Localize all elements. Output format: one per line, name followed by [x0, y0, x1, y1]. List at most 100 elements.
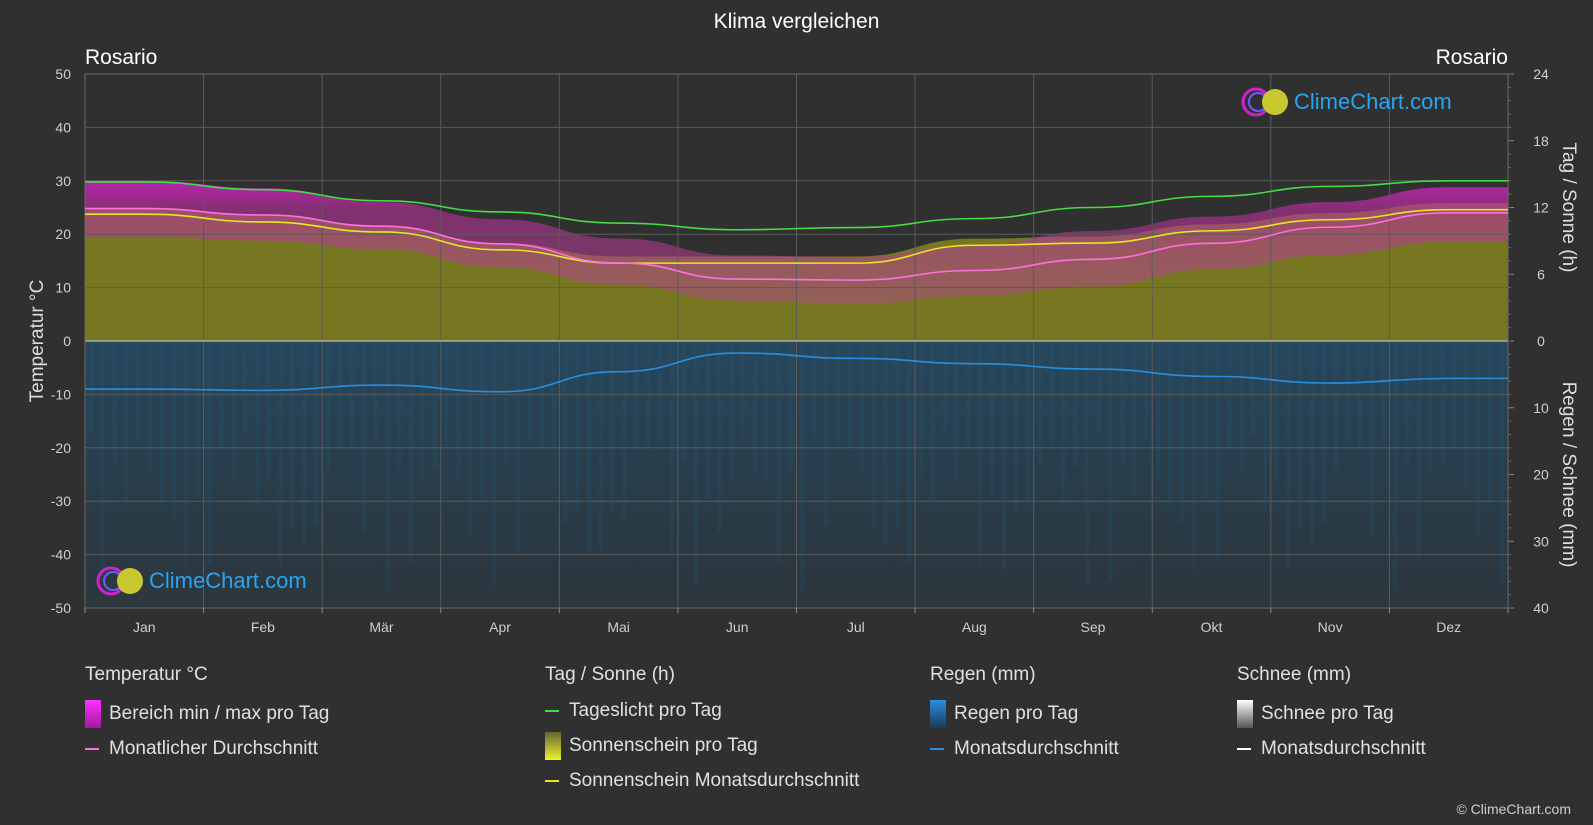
rain-day-bar	[1476, 341, 1481, 537]
rain-day-bar	[622, 341, 627, 519]
rain-day-bar	[693, 341, 698, 588]
daylight-line	[85, 180, 1508, 231]
climate-chart: 50 40 30 20 10 0 -10 -20 -30 -40 -50 24 18 12 6 0 10 20 30…	[27, 66, 1579, 635]
rain-day-bar	[124, 341, 129, 501]
rain-day-bar	[183, 341, 188, 570]
rain-day-bar	[1156, 341, 1161, 475]
rain-day-bar	[1405, 341, 1410, 467]
rain-day-bar	[1096, 341, 1101, 437]
rain-day-bar	[1227, 341, 1232, 450]
rain-day-bar	[515, 341, 520, 552]
legend-label: Monatlicher Durchschnitt	[109, 738, 319, 759]
x-tick-label: Feb	[251, 619, 275, 635]
y-axis-title: Temperatur °C	[27, 280, 48, 403]
rain-day-bar	[1168, 341, 1173, 505]
y-tick-label: 30	[55, 173, 71, 189]
rain-day-bar	[1334, 341, 1339, 470]
rain-day-bar	[1037, 341, 1042, 466]
rain-day-bar	[883, 341, 888, 543]
rain-day-bar	[456, 341, 461, 482]
legend-label: Tageslicht pro Tag	[569, 700, 722, 721]
y3-tick-label: 30	[1533, 533, 1549, 549]
y-tick-label: -30	[51, 493, 71, 509]
legend-item-temp-range: Bereich min / max pro Tag	[85, 700, 329, 728]
y-tick-label: 50	[55, 66, 71, 82]
rain-day-bar	[148, 341, 153, 470]
rain-day-bar	[1179, 341, 1184, 522]
rain-day-bar	[337, 341, 342, 447]
rain-day-bar	[1428, 341, 1433, 475]
x-tick-label: Apr	[489, 619, 511, 635]
rain-day-bar	[1085, 341, 1090, 585]
y-tick-label: 20	[55, 226, 71, 242]
y-tick-label: -50	[51, 600, 71, 616]
copyright: © ClimeChart.com	[1456, 801, 1571, 817]
rain-day-bar	[907, 341, 912, 564]
rain-day-bar	[1061, 341, 1066, 505]
rain-day-bar	[1120, 341, 1125, 463]
y-tick-label: -40	[51, 547, 71, 563]
rain-day-bar	[1310, 341, 1315, 543]
x-tick-label: Jun	[726, 619, 749, 635]
rain-day-bar	[871, 341, 876, 530]
swatch-icon	[930, 748, 944, 750]
y3-tick-label: 10	[1533, 400, 1549, 416]
rain-day-bar	[207, 341, 212, 566]
rain-day-bar	[776, 341, 781, 564]
rain-day-bar	[302, 341, 307, 543]
rain-day-bar	[1274, 341, 1279, 477]
rain-day-bar	[800, 341, 805, 591]
rain-day-bar	[575, 341, 580, 511]
rain-day-bar	[361, 341, 366, 531]
legend-item-temp-avg: Monatlicher Durchschnitt	[85, 738, 329, 760]
x-tick-label: Nov	[1318, 619, 1343, 635]
rain-day-bar	[326, 341, 331, 472]
chart-title: Klima vergleichen	[713, 10, 880, 33]
rain-day-bar	[551, 341, 556, 450]
legend-header: Temperatur °C	[85, 664, 208, 685]
y2-axis-title: Tag / Sonne (h)	[1558, 143, 1579, 273]
rain-day-bar	[812, 341, 817, 439]
rain-day-bar	[243, 341, 248, 437]
rain-day-bar	[409, 341, 414, 562]
legend-item-snow-avg: Monatsdurchschnitt	[1237, 738, 1426, 760]
rain-avg-line	[84, 352, 1508, 393]
rain-day-bar	[1322, 341, 1327, 522]
rain-day-bar	[847, 341, 852, 452]
rain-day-bar	[598, 341, 603, 552]
rain-day-bar	[1108, 341, 1113, 581]
legend-item-sunshine: Sonnenschein pro Tag	[545, 732, 859, 760]
y-tick-label: 0	[63, 333, 71, 349]
watermark-text: ClimeChart.com	[149, 568, 307, 593]
rain-day-bar	[432, 341, 437, 470]
y-tick-label: 10	[55, 280, 71, 296]
watermark-top: ClimeChart.com	[1240, 86, 1452, 118]
x-tick-label: Mai	[607, 619, 630, 635]
swatch-icon	[545, 780, 559, 782]
rain-day-bar	[610, 341, 615, 511]
rain-day-bar	[729, 341, 734, 479]
y2-tick-label: 0	[1537, 333, 1545, 349]
rain-day-bar	[681, 341, 686, 461]
rain-day-bar	[100, 341, 105, 583]
legend-item-daylight: Tageslicht pro Tag	[545, 700, 859, 722]
swatch-icon	[85, 700, 101, 728]
y2-tick-label: 12	[1533, 200, 1549, 216]
watermark-bottom: ClimeChart.com	[95, 565, 307, 597]
legend-daylight: Tag / Sonne (h) Tageslicht pro Tag Sonne…	[545, 664, 859, 792]
rain-day-bar	[492, 341, 497, 587]
rain-day-bar	[1191, 341, 1196, 570]
y3-axis-title: Regen / Schnee (mm)	[1558, 382, 1579, 568]
rain-day-bar	[314, 341, 319, 526]
legend-header: Regen (mm)	[930, 664, 1036, 685]
rain-day-bar	[373, 341, 378, 441]
rain-day-bar	[1239, 341, 1244, 473]
rain-day-bar	[824, 341, 829, 527]
rain-day-bar	[919, 341, 924, 478]
legend-item-snow: Schnee pro Tag	[1237, 700, 1426, 728]
rain-day-bar	[930, 341, 935, 500]
rain-day-bar	[503, 341, 508, 463]
rain-day-bar	[788, 341, 793, 471]
y3-tick-label: 40	[1533, 600, 1549, 616]
rain-day-bar	[1251, 341, 1256, 437]
